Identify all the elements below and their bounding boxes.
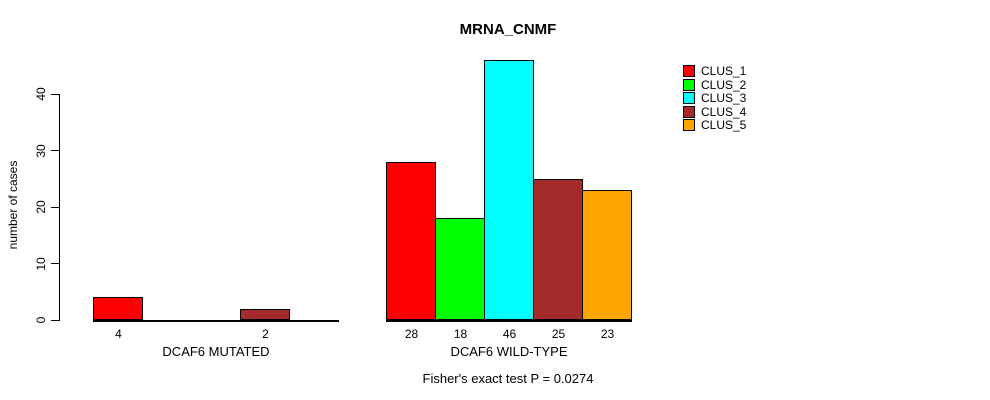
chart-title: MRNA_CNMF (459, 21, 557, 38)
group-label: DCAF6 WILD-TYPE (450, 344, 568, 359)
bar-clus_4 (533, 178, 583, 320)
legend-label: CLUS_5 (701, 118, 747, 132)
annotation-text: Fisher's exact test P = 0.0274 (422, 371, 594, 386)
y-tick-label: 40 (34, 87, 48, 101)
legend-label: CLUS_4 (701, 104, 747, 119)
legend-item: CLUS_3 (683, 92, 746, 104)
bar-clus_5 (582, 190, 632, 320)
bar-value-label: 25 (551, 327, 566, 341)
y-tick-mark (51, 93, 59, 95)
bar-value-label: 4 (115, 327, 122, 341)
bar-clus_3 (484, 60, 534, 320)
bar-clus_2 (435, 218, 485, 320)
y-tick-mark (51, 150, 59, 151)
y-tick-label: 10 (34, 256, 48, 271)
bar-clus_1 (386, 161, 436, 320)
legend-swatch-clus_3 (683, 92, 695, 104)
y-axis-line (59, 94, 60, 321)
legend-label: CLUS_1 (701, 64, 747, 78)
legend-item: CLUS_4 (683, 104, 747, 119)
bar-value-label: 28 (404, 327, 419, 341)
y-tick-label: 30 (34, 143, 48, 158)
legend-swatch-clus_5 (683, 119, 695, 131)
y-tick-mark (51, 263, 59, 264)
bar-value-label: 23 (600, 327, 615, 341)
legend-item: CLUS_1 (683, 65, 746, 77)
y-axis-title: number of cases (6, 160, 20, 250)
legend-swatch-clus_2 (683, 78, 695, 91)
bar-clus_1 (93, 297, 143, 320)
legend-label: CLUS_3 (701, 91, 747, 105)
group-label: DCAF6 MUTATED (162, 344, 270, 359)
bar-clus_4 (240, 308, 290, 320)
legend-label: CLUS_2 (701, 77, 747, 92)
y-tick-mark (51, 319, 59, 321)
y-tick-mark (51, 206, 59, 208)
y-tick-label: 0 (34, 316, 48, 324)
bar-value-label: 18 (453, 327, 468, 341)
bar-value-label: 46 (502, 327, 517, 341)
legend-item: CLUS_5 (683, 119, 746, 131)
y-tick-label: 20 (34, 200, 48, 214)
legend-item: CLUS_2 (683, 77, 747, 92)
legend-swatch-clus_4 (683, 105, 695, 118)
bar-value-label: 2 (262, 327, 269, 341)
x-axis-line (93, 320, 339, 322)
legend: CLUS_1 CLUS_2 CLUS_3 CLUS_4 CLUS_5 (683, 65, 746, 131)
x-axis-line (386, 320, 632, 322)
legend-swatch-clus_1 (683, 65, 695, 77)
